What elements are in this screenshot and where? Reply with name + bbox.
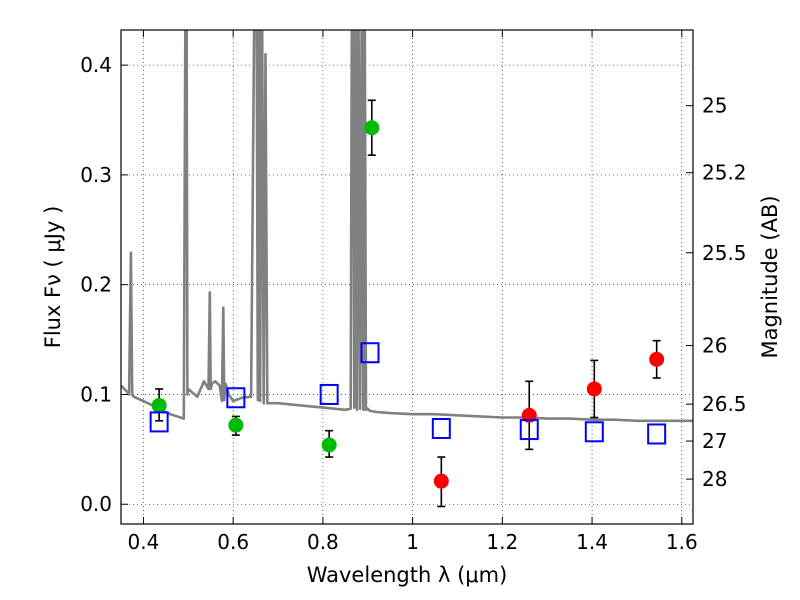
x-tick-label: 1 (406, 530, 419, 554)
model-point (519, 419, 539, 441)
data-point (521, 407, 537, 423)
y-tick-label: 0.2 (80, 273, 112, 297)
mag-tick-label: 28 (702, 467, 727, 491)
mag-tick-label: 25.2 (702, 161, 747, 185)
spectrum-layer (121, 30, 693, 423)
data-point (151, 397, 167, 413)
tick-layer: 0.4 0.6 0.8 1 1.2 1.4 1.6 0.0 0.1 0.2 0.3 0.4 25 25.2… (80, 30, 747, 554)
x-tick-label: 1.6 (666, 530, 698, 554)
plot-area (121, 30, 693, 524)
x-tick-label: 0.4 (128, 530, 160, 554)
model-point (431, 417, 451, 439)
data-point (364, 120, 380, 136)
data-point (228, 417, 244, 433)
model-point (149, 411, 169, 433)
model-point (647, 423, 667, 445)
x-tick-label: 1.4 (576, 530, 608, 554)
y-axis-label: Flux Fν ( μJy ) (41, 206, 65, 349)
x-tick-label: 0.6 (217, 530, 249, 554)
model-point (584, 421, 604, 443)
mag-tick-label: 25.5 (702, 241, 747, 265)
model-point (319, 383, 339, 405)
model-point (360, 342, 380, 364)
spectrum-line (121, 30, 693, 423)
y-tick-label: 0.3 (80, 163, 112, 187)
x-tick-label: 1.2 (486, 530, 518, 554)
y-tick-label: 0.4 (80, 53, 112, 77)
mag-tick-label: 26.5 (702, 392, 747, 416)
data-point (433, 473, 449, 489)
marker-layer (149, 99, 667, 508)
mag-tick-label: 27 (702, 429, 727, 453)
plot-frame (120, 29, 694, 525)
data-point (649, 351, 665, 367)
y-tick-label: 0.1 (80, 382, 112, 406)
mag-tick-label: 25 (702, 94, 727, 118)
right-axis-label: Magnitude (AB) (758, 195, 782, 358)
mag-tick-label: 26 (702, 334, 727, 358)
y-tick-label: 0.0 (80, 492, 112, 516)
data-point (321, 437, 337, 453)
model-point (226, 387, 246, 409)
data-point (586, 381, 602, 397)
x-tick-label: 0.8 (307, 530, 339, 554)
x-axis-label: Wavelength λ (μm) (307, 563, 508, 587)
